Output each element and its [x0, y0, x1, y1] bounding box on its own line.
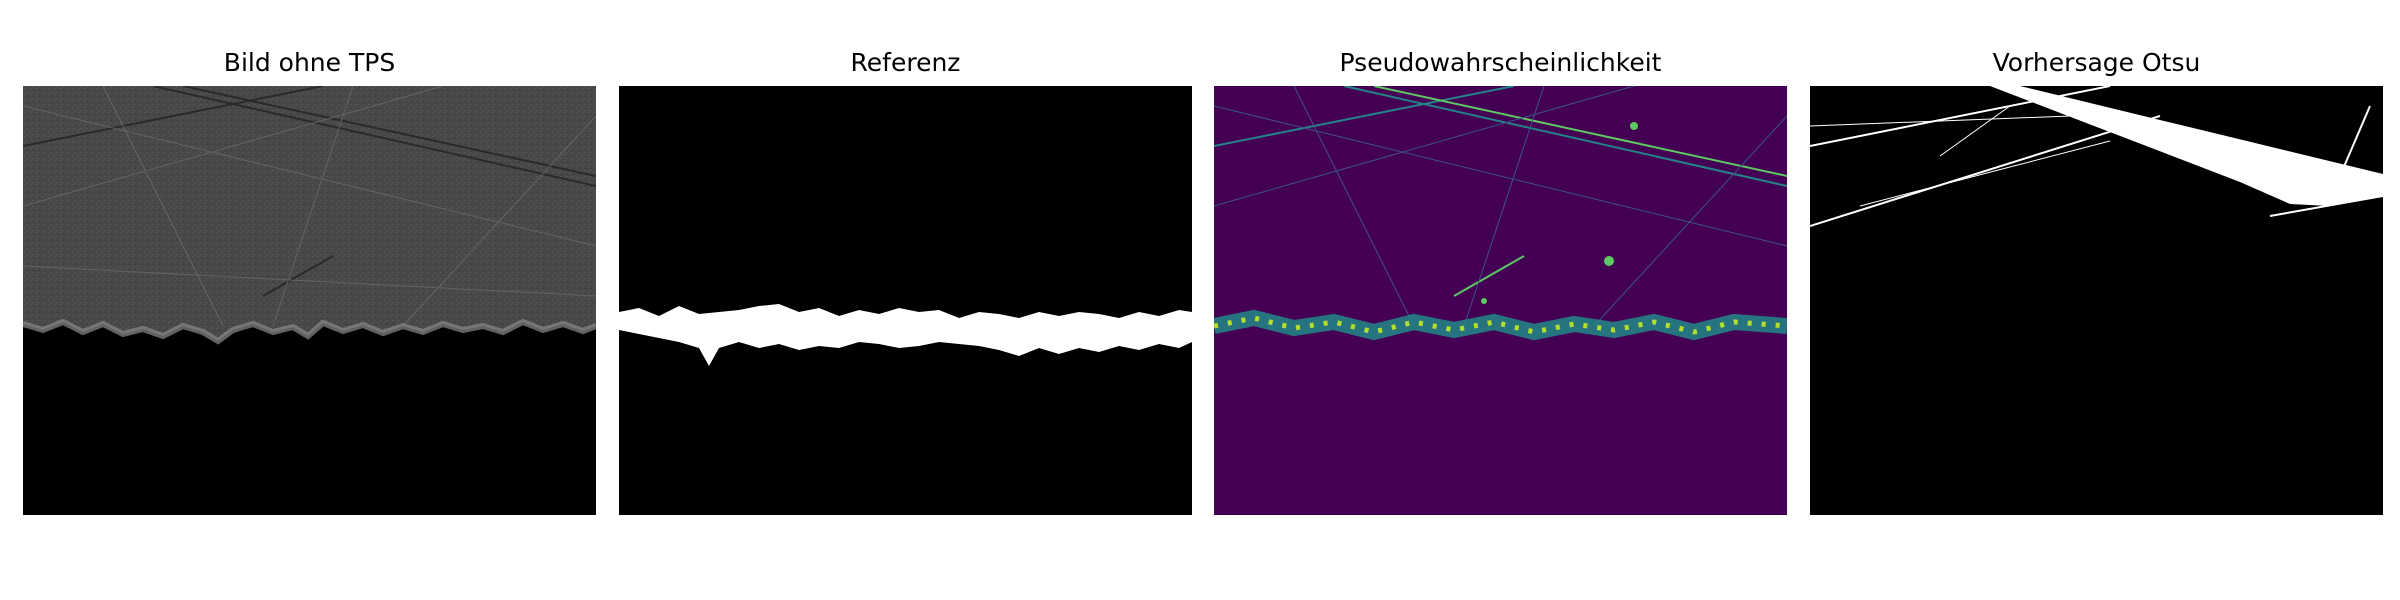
reference-mask-image [619, 86, 1192, 515]
panel-image-without-tps: Bild ohne TPS [23, 0, 596, 600]
micrograph-image [23, 86, 596, 515]
panel-otsu-prediction: Vorhersage Otsu [1810, 0, 2383, 600]
probability-map-image [1214, 86, 1787, 515]
panel-title: Vorhersage Otsu [1810, 48, 2383, 78]
panel-pseudo-probability: Pseudowahrscheinlichkeit [1214, 0, 1787, 600]
panel-title: Bild ohne TPS [23, 48, 596, 78]
panel-reference: Referenz [619, 0, 1192, 600]
otsu-mask-image [1810, 86, 2383, 515]
panel-title: Referenz [619, 48, 1192, 78]
panel-title: Pseudowahrscheinlichkeit [1214, 48, 1787, 78]
